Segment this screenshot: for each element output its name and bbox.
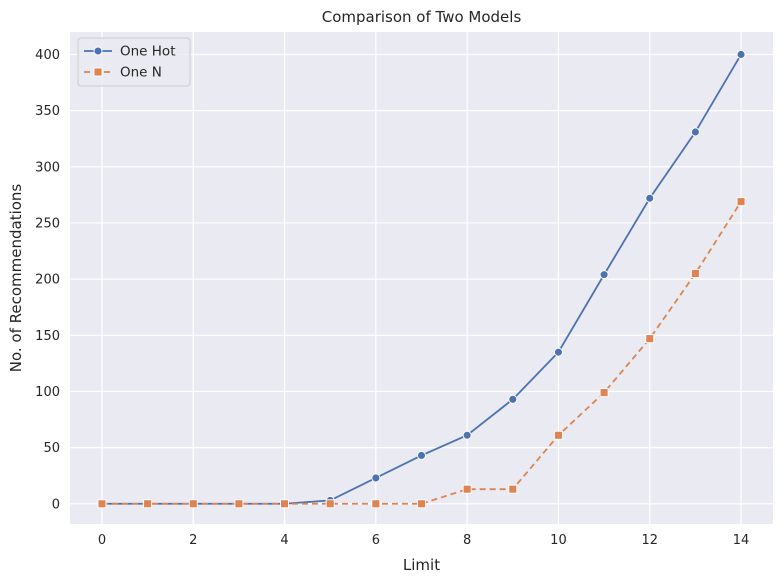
data-point (508, 394, 518, 404)
data-point (690, 269, 700, 278)
y-tick-label: 300 (35, 160, 60, 175)
x-axis-label: Limit (403, 556, 440, 574)
legend: One Hot One N (77, 37, 191, 87)
y-tick-label: 0 (52, 497, 60, 512)
y-tick-label: 200 (35, 273, 60, 288)
data-point (599, 388, 609, 398)
legend-label-one-n: One N (120, 65, 162, 81)
series-layer (97, 50, 746, 509)
y-tick-label: 350 (35, 104, 60, 119)
data-point (234, 499, 244, 509)
y-tick-label: 100 (35, 385, 60, 400)
x-tick-label: 8 (463, 533, 471, 548)
plot-background (70, 32, 773, 524)
data-point (97, 499, 107, 509)
y-tick-labels: 0 50 100 150 200 250 300 350 400 (35, 48, 60, 512)
chart-title: Comparison of Two Models (322, 8, 522, 26)
data-point (553, 347, 563, 357)
x-tick-label: 6 (372, 533, 380, 548)
data-point (280, 499, 290, 509)
data-point (508, 484, 518, 494)
data-point (736, 197, 746, 207)
x-tick-label: 4 (280, 533, 288, 548)
series-line-one-n (101, 201, 742, 505)
legend-marker-one-n (93, 67, 103, 77)
legend-marker-one-hot (93, 46, 103, 56)
data-point (371, 499, 381, 509)
legend-box (77, 37, 191, 87)
data-point (645, 334, 655, 344)
grid-lines (70, 32, 773, 524)
x-tick-label: 14 (733, 533, 750, 548)
legend-label-one-hot: One Hot (120, 44, 175, 60)
y-tick-label: 150 (35, 329, 60, 344)
y-axis-label: No. of Recommendations (7, 184, 25, 373)
x-tick-label: 2 (189, 533, 197, 548)
y-tick-label: 50 (43, 441, 60, 456)
data-point (645, 193, 655, 203)
data-point (371, 473, 381, 483)
series-one-n (97, 197, 746, 509)
y-tick-label: 400 (35, 48, 60, 63)
x-tick-label: 0 (98, 533, 106, 548)
data-point (553, 430, 563, 440)
data-point (417, 451, 426, 460)
data-point (736, 50, 746, 59)
y-tick-label: 250 (35, 216, 60, 231)
data-point (599, 270, 609, 280)
data-point (417, 499, 426, 509)
data-point (188, 499, 198, 509)
x-tick-label: 12 (641, 533, 658, 548)
data-point (690, 127, 700, 137)
data-point (143, 499, 153, 509)
data-point (325, 499, 335, 509)
data-point (462, 484, 472, 494)
x-tick-labels: 0 2 4 6 8 10 12 14 (98, 533, 750, 548)
x-tick-label: 10 (550, 533, 567, 548)
data-point (462, 430, 472, 440)
